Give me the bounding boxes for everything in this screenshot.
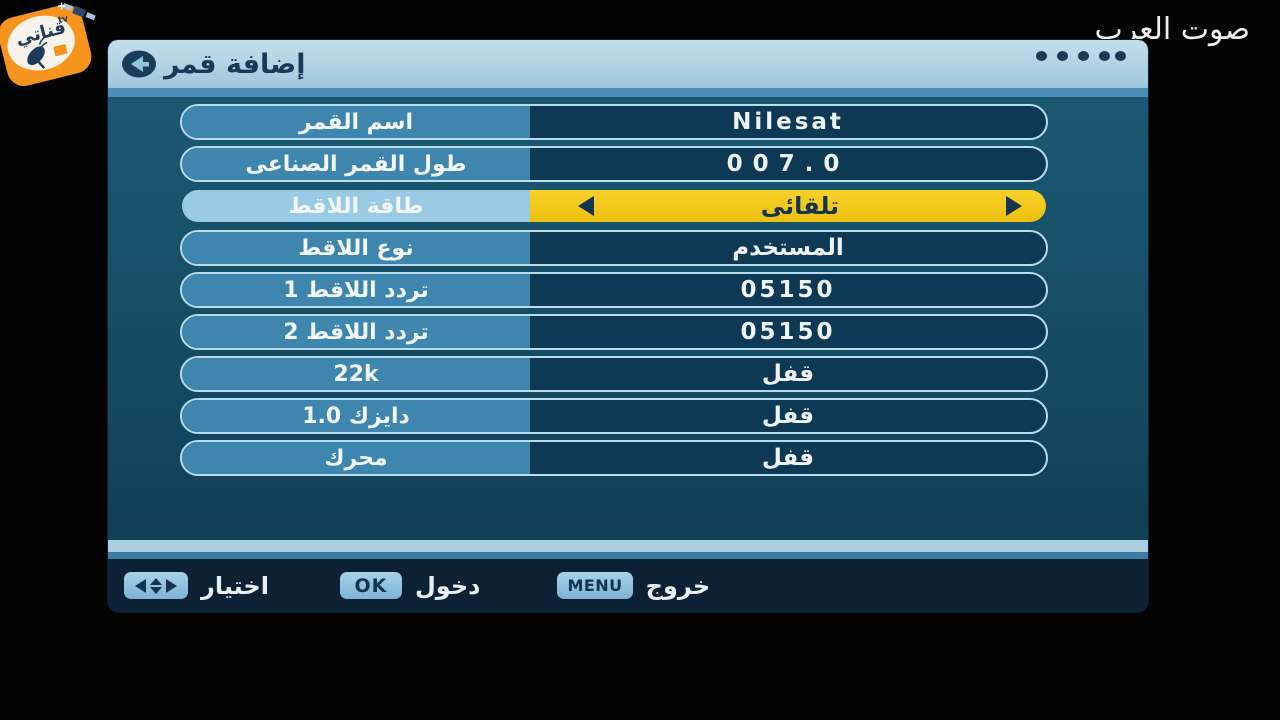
settings-list: اسم القمر Nilesat طول القمر الصناعى 007.…	[108, 97, 1148, 540]
row-label: طاقة اللاقط	[182, 190, 530, 222]
channel-logo: قناتي tv	[0, 0, 110, 102]
row-label: 22k	[182, 358, 530, 390]
satellite-dish-icon	[27, 34, 50, 69]
title-divider-strip	[108, 88, 1148, 97]
row-label: دايزك 1.0	[182, 400, 530, 432]
row-diseqc-1-0[interactable]: دايزك 1.0 قفل	[180, 398, 1048, 434]
row-lnb-frequency-1[interactable]: تردد اللاقط 1 05150	[180, 272, 1048, 308]
row-lnb-type[interactable]: نوع اللاقط المستخدم	[180, 230, 1048, 266]
up-down-arrows-icon	[150, 577, 162, 594]
row-value: قفل	[761, 403, 815, 429]
back-arrow-icon[interactable]	[120, 48, 158, 80]
previous-option-arrow-icon[interactable]	[578, 196, 594, 216]
row-value: 007.0	[726, 151, 850, 177]
bottom-mid-strip	[108, 552, 1148, 559]
row-value: قفل	[761, 445, 815, 471]
row-label: نوع اللاقط	[182, 232, 530, 264]
row-22k[interactable]: 22k قفل	[180, 356, 1048, 392]
next-option-arrow-icon[interactable]	[1006, 196, 1022, 216]
row-label: تردد اللاقط 1	[182, 274, 530, 306]
sparkle-icon	[58, 2, 65, 10]
row-lnb-power-selected[interactable]: طاقة اللاقط تلقائى	[180, 188, 1048, 224]
row-value: Nilesat	[732, 109, 844, 135]
dpad-arrows-icon	[124, 572, 188, 599]
dialog-titlebar: إضافة قمر	[108, 40, 1148, 88]
titlebar-dots-decoration	[1026, 51, 1126, 61]
channel-logo-graphic: قناتي tv	[0, 2, 96, 87]
row-value: تلقائى	[760, 192, 840, 220]
row-value-editor: تلقائى	[530, 190, 1046, 222]
row-satellite-name[interactable]: اسم القمر Nilesat	[180, 104, 1048, 140]
row-motor[interactable]: محرك قفل	[180, 440, 1048, 476]
row-label: محرك	[182, 442, 530, 474]
row-value: 05150	[740, 277, 836, 303]
row-label: تردد اللاقط 2	[182, 316, 530, 348]
row-label: طول القمر الصناعى	[182, 148, 530, 180]
row-value: المستخدم	[732, 235, 844, 261]
logo-suffix: tv	[57, 14, 69, 26]
row-label: اسم القمر	[182, 106, 530, 138]
left-arrow-icon	[135, 578, 146, 593]
satellite-icon	[62, 2, 96, 21]
row-lnb-frequency-2[interactable]: تردد اللاقط 2 05150	[180, 314, 1048, 350]
right-arrow-icon	[166, 578, 177, 593]
key-hint-bar: اختيار OK دخول MENU خروج	[108, 559, 1148, 612]
tv-icon	[51, 38, 69, 58]
menu-key-badge: MENU	[557, 572, 633, 599]
hint-exit-label: خروج	[645, 571, 711, 600]
row-satellite-longitude[interactable]: طول القمر الصناعى 007.0	[180, 146, 1048, 182]
row-value: 05150	[740, 319, 836, 345]
ok-key-badge: OK	[339, 572, 402, 599]
hint-select-label: اختيار	[201, 571, 269, 600]
add-satellite-dialog: إضافة قمر اسم القمر Nilesat طول القمر ال…	[108, 40, 1148, 612]
dialog-title: إضافة قمر	[164, 48, 306, 80]
row-value: قفل	[761, 361, 815, 387]
bottom-light-strip	[108, 540, 1148, 552]
hint-enter-label: دخول	[414, 571, 481, 600]
